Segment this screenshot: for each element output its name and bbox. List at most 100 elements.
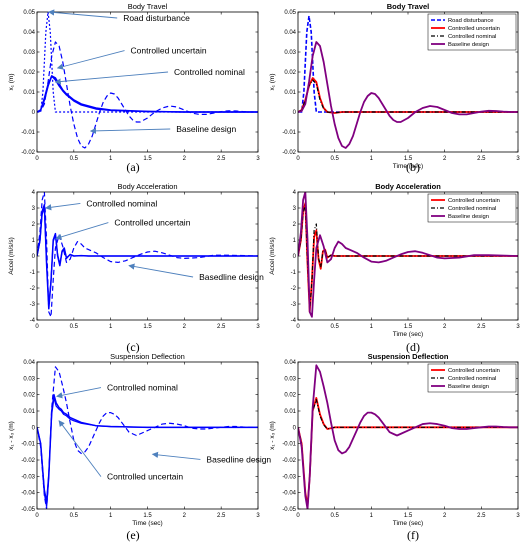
series-line-2 (37, 75, 258, 113)
x-tick-label: 2.5 (477, 513, 486, 519)
y-tick-label: -3 (291, 302, 297, 308)
x-tick-label: 0 (35, 324, 39, 330)
x-tick-label: 3 (516, 156, 520, 162)
y-tick-label: 0 (32, 254, 36, 260)
series-group (37, 12, 258, 149)
y-tick-label: -0.01 (282, 130, 296, 136)
y-tick-label: 0.01 (284, 90, 296, 96)
annotation-arrow (58, 420, 102, 477)
legend-label: Controlled nominal (448, 34, 496, 40)
y-tick-label: 0.02 (284, 70, 296, 76)
x-tick-label: 1 (370, 324, 374, 330)
y-tick-label: 0.03 (284, 50, 296, 56)
x-tick-label: 0 (35, 513, 39, 519)
annotation-arrow (54, 71, 169, 85)
annotation-label: Road disturbance (123, 13, 190, 23)
annotation-arrow (56, 387, 102, 399)
y-tick-label: 3 (293, 206, 297, 212)
y-tick-label: -0.01 (21, 130, 35, 136)
y-tick-label: 0 (293, 425, 297, 431)
y-tick-label: 2 (293, 222, 297, 228)
chart-f: Suspension Deflection 0 0.5 1 1.5 2 2.5 3 -0.05 -… (269, 352, 520, 527)
caption-d: (d) (406, 340, 420, 354)
y-tick-label: 0.04 (23, 30, 35, 36)
x-tick-label: 0 (296, 324, 300, 330)
x-tick-label: 1.5 (143, 513, 152, 519)
annotation-label: Controlled uncertain (131, 46, 207, 56)
x-tick-label: 2 (443, 156, 447, 162)
x-tick-label: 0 (35, 156, 39, 162)
series-line-1 (37, 12, 258, 113)
y-axis-label: x₁ - x₃ (m) (269, 421, 276, 450)
y-tick-label: 0.04 (284, 360, 296, 366)
chart-title: Body Acceleration (375, 182, 441, 191)
x-tick-label: 1.5 (404, 324, 413, 330)
series-line-2 (37, 207, 258, 307)
x-tick-label: 3 (256, 156, 260, 162)
y-tick-label: -0.01 (282, 442, 296, 448)
series-line-4 (37, 41, 258, 149)
annotation-label: Basedline design (199, 272, 264, 282)
plot-frame (36, 191, 259, 321)
x-tick-label: 0.5 (330, 324, 339, 330)
caption-e: (e) (126, 528, 140, 542)
y-tick-label: 0.02 (284, 393, 296, 399)
annotation-label: Controlled nominal (107, 383, 178, 393)
series-line-2 (298, 398, 518, 508)
annotation-label: Baseline design (176, 124, 236, 134)
y-tick-label: 0 (293, 254, 297, 260)
annotation-label: Controlled nominal (86, 198, 157, 208)
chart-title: Body Acceleration (117, 182, 177, 191)
y-axis-label: Accel (m/s/s) (8, 237, 15, 275)
x-tick-label: 1 (370, 156, 374, 162)
plot-frame (36, 361, 259, 510)
series-line-4 (298, 41, 518, 149)
y-tick-label: -0.05 (282, 507, 296, 513)
caption-b: (b) (406, 160, 420, 174)
y-tick-label: 0.05 (284, 10, 296, 16)
series-line-3 (37, 75, 258, 113)
y-tick-label: 1 (293, 238, 297, 244)
y-axis-label: x₁ (m) (269, 74, 276, 91)
x-tick-label: 2 (183, 324, 187, 330)
y-tick-label: 0.02 (23, 393, 35, 399)
x-tick-label: 1.5 (404, 513, 413, 519)
caption-f: (f) (407, 528, 419, 542)
annotation-arrow (128, 263, 194, 278)
y-tick-label: 0 (293, 110, 297, 116)
y-tick-label: -0.02 (21, 150, 35, 156)
x-axis-label: Time (sec) (393, 520, 423, 527)
annotation-arrow (56, 50, 125, 70)
series-line-1 (298, 397, 518, 507)
legend-label: Controlled uncertain (448, 26, 500, 32)
y-tick-label: 0 (32, 110, 36, 116)
y-tick-label: 0.05 (23, 10, 35, 16)
y-tick-label: -4 (30, 318, 36, 324)
legend-label: Baseline design (448, 42, 489, 48)
chart-title: Suspension Deflection (368, 352, 449, 361)
x-tick-label: 3 (256, 513, 260, 519)
y-tick-label: 4 (293, 190, 297, 196)
x-tick-label: 3 (516, 513, 520, 519)
x-tick-label: 2 (443, 513, 447, 519)
series-line-3 (37, 192, 258, 318)
y-tick-label: -3 (30, 302, 36, 308)
series-line-2 (37, 397, 258, 502)
annotation-arrow (55, 222, 109, 240)
y-tick-label: -0.05 (21, 507, 35, 513)
x-tick-label: 1.5 (143, 156, 152, 162)
series-line-3 (298, 192, 518, 318)
y-tick-label: 2 (32, 222, 36, 228)
y-tick-label: 4 (32, 190, 36, 196)
x-tick-label: 2.5 (217, 156, 226, 162)
x-tick-label: 3 (516, 324, 520, 330)
chart-title: Body Travel (387, 2, 430, 11)
annotation-label: Controlled uncertain (114, 218, 190, 228)
x-tick-label: 1 (109, 513, 113, 519)
caption-c: (c) (126, 340, 140, 354)
y-tick-label: -0.02 (21, 458, 35, 464)
series-group (298, 192, 518, 318)
y-axis-label: x₁ (m) (8, 74, 15, 91)
